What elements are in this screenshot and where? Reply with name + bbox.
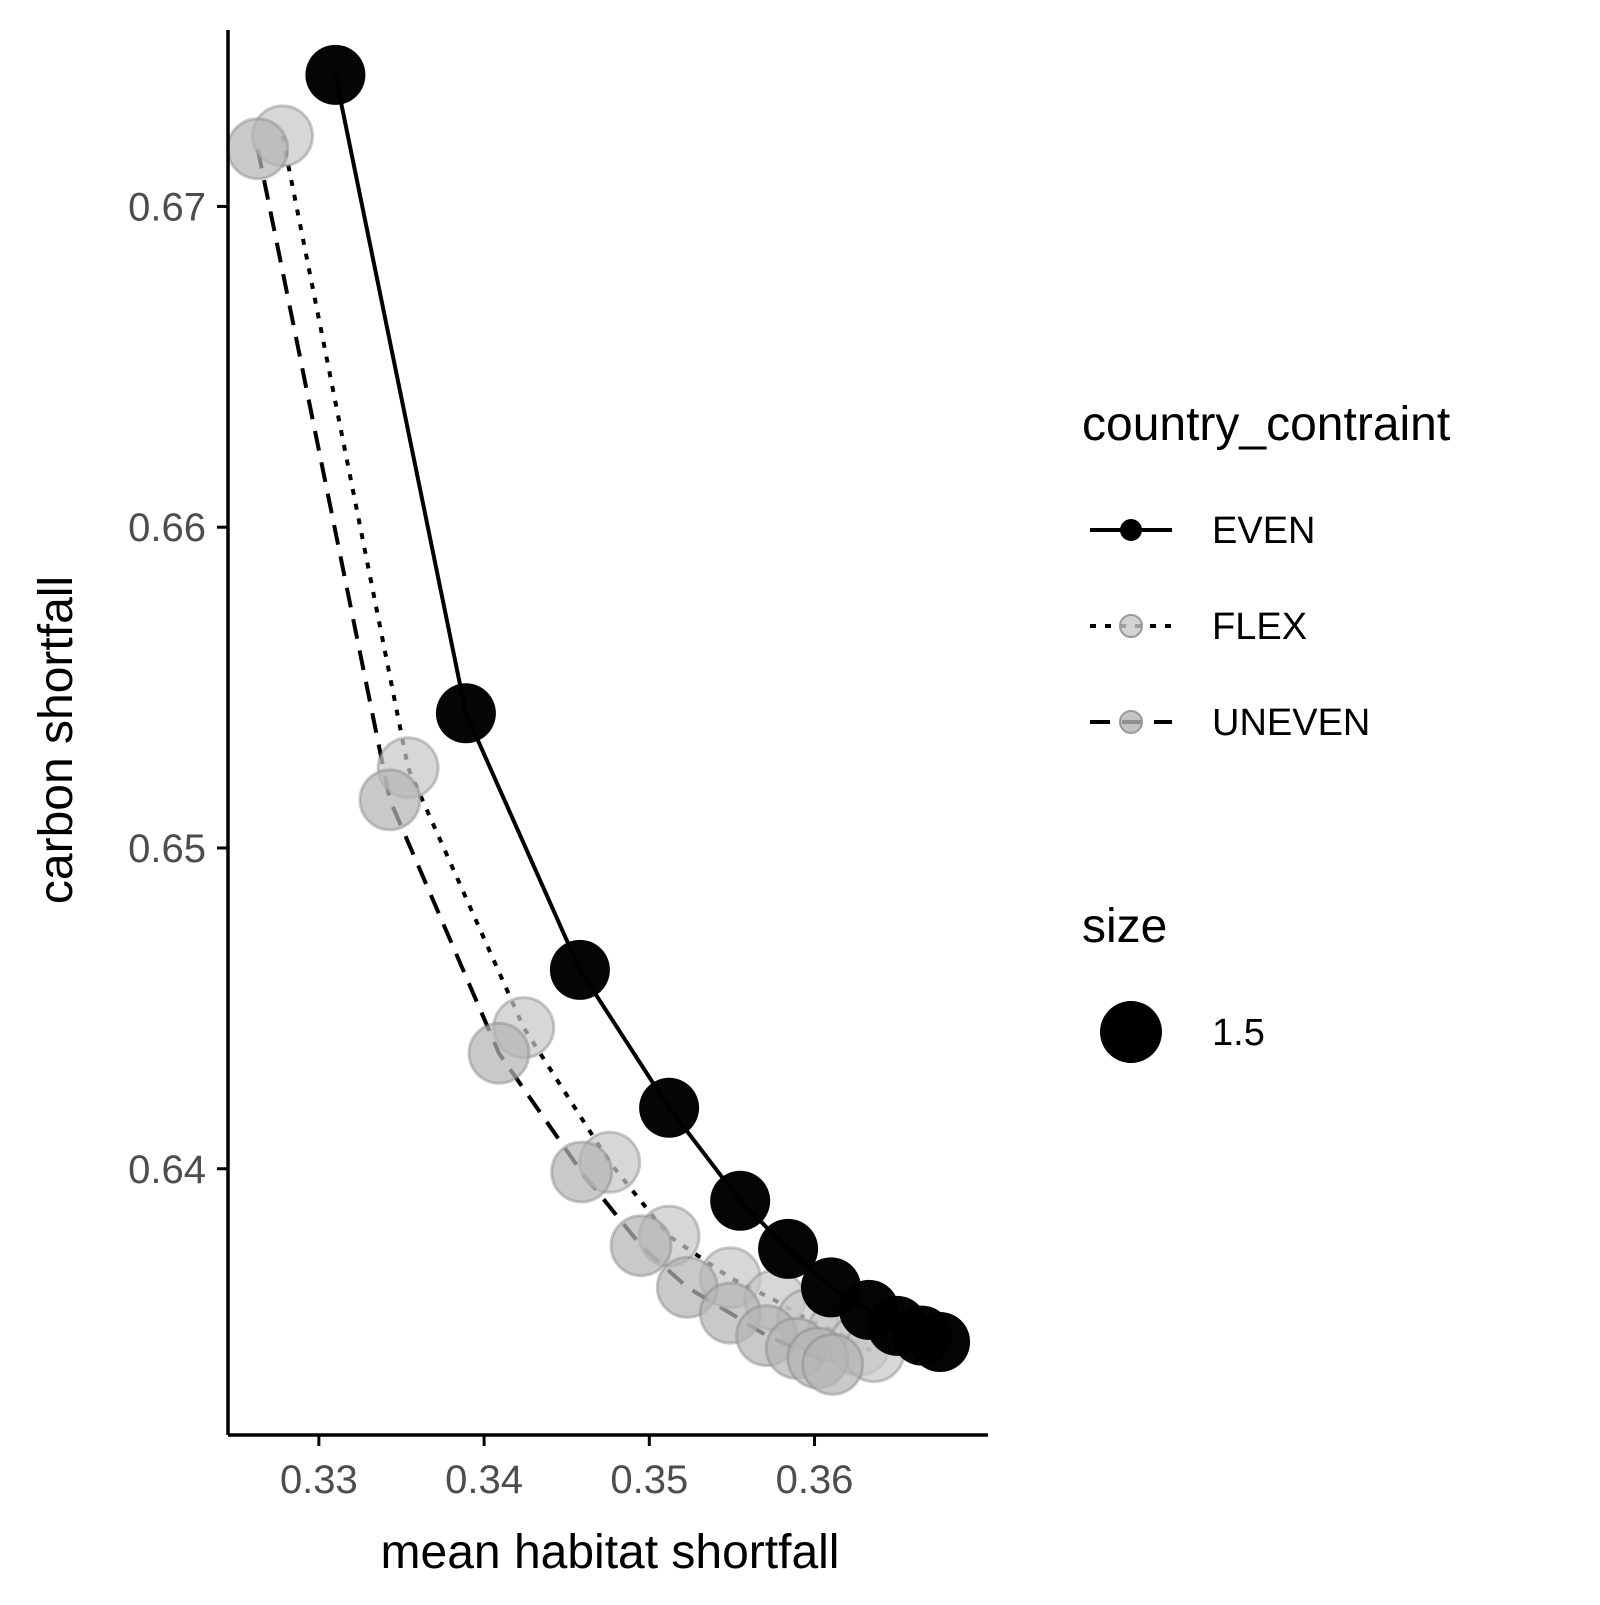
series-line-uneven bbox=[255, 148, 834, 1367]
y-axis-title: carbon shortfall bbox=[30, 576, 83, 904]
legend-title-color: country_contraint bbox=[1082, 398, 1450, 451]
point-uneven-2 bbox=[467, 1021, 531, 1085]
point-uneven-3 bbox=[550, 1140, 614, 1204]
point-even-2 bbox=[549, 939, 610, 1000]
x-tick-label-0.36: 0.36 bbox=[776, 1458, 854, 1502]
point-uneven-4 bbox=[609, 1214, 673, 1278]
point-even-3 bbox=[639, 1077, 700, 1138]
legend-label-even: EVEN bbox=[1212, 510, 1315, 552]
x-axis-title: mean habitat shortfall bbox=[381, 1526, 840, 1579]
legend-label-flex: FLEX bbox=[1212, 606, 1307, 648]
y-tick-label-0.66: 0.66 bbox=[128, 506, 206, 550]
legend-series-items: EVEN FLEX UNEVEN bbox=[1090, 510, 1370, 744]
legend-title-size: size bbox=[1082, 900, 1167, 953]
plot-area bbox=[226, 44, 971, 1396]
point-even-1 bbox=[435, 683, 496, 744]
legend-size-label: 1.5 bbox=[1212, 1012, 1265, 1054]
legend-key-point-flex bbox=[1119, 614, 1143, 638]
x-tick-label-0.34: 0.34 bbox=[445, 1458, 523, 1502]
point-even-0 bbox=[305, 44, 366, 105]
legend-key-point-even bbox=[1120, 519, 1142, 541]
y-tick-label-0.67: 0.67 bbox=[128, 185, 206, 229]
point-even-5 bbox=[758, 1218, 819, 1279]
x-tick-label-0.33: 0.33 bbox=[280, 1458, 358, 1502]
point-uneven-10 bbox=[801, 1332, 865, 1396]
axes: 0.33 0.34 0.35 0.36 0.64 0.65 0.66 0.67 bbox=[128, 30, 988, 1502]
y-tick-label-0.65: 0.65 bbox=[128, 827, 206, 871]
point-uneven-0 bbox=[226, 117, 290, 181]
x-tick-label-0.35: 0.35 bbox=[610, 1458, 688, 1502]
legend-key-point-uneven bbox=[1119, 710, 1143, 734]
legend: country_contraint EVEN FLEX UNEVEN size 1.… bbox=[1082, 398, 1450, 1063]
point-even-4 bbox=[710, 1170, 771, 1231]
legend-size-key bbox=[1100, 1001, 1162, 1063]
y-tick-label-0.64: 0.64 bbox=[128, 1148, 206, 1192]
point-even-10 bbox=[910, 1312, 971, 1372]
point-uneven-1 bbox=[358, 768, 422, 832]
legend-label-uneven: UNEVEN bbox=[1212, 702, 1370, 744]
